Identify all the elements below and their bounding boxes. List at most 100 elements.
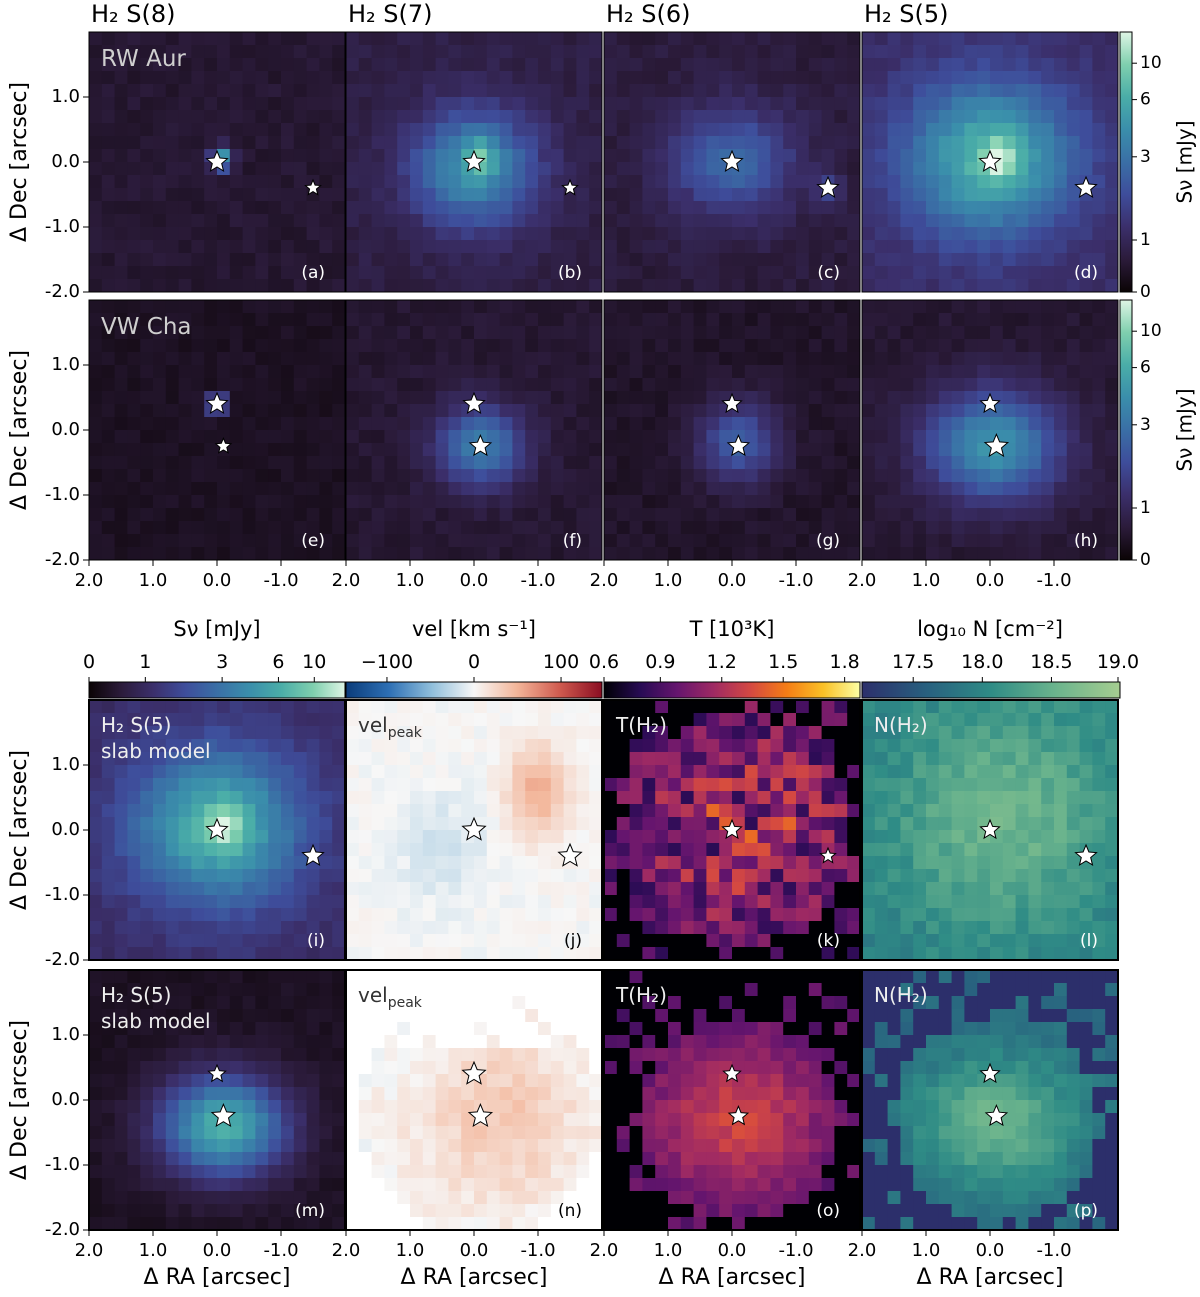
source-star-marker bbox=[304, 178, 322, 196]
heatmap-cell bbox=[371, 547, 385, 561]
heatmap-cell bbox=[926, 404, 940, 418]
heatmap-cell bbox=[732, 32, 746, 46]
heatmap-cell bbox=[1041, 32, 1055, 46]
heatmap-cell bbox=[268, 1035, 282, 1049]
heatmap-cell bbox=[474, 495, 488, 509]
heatmap-cell bbox=[435, 726, 449, 740]
heatmap-cell bbox=[255, 947, 269, 961]
heatmap-cell bbox=[217, 175, 231, 189]
heatmap-cell bbox=[642, 227, 656, 241]
heatmap-cell bbox=[1028, 508, 1042, 522]
heatmap-cell bbox=[204, 947, 218, 961]
heatmap-cell bbox=[770, 378, 784, 392]
heatmap-cell bbox=[770, 214, 784, 228]
heatmap-cell bbox=[358, 547, 372, 561]
heatmap-cell bbox=[461, 534, 475, 548]
heatmap-cell bbox=[1028, 175, 1042, 189]
heatmap-cell bbox=[680, 110, 694, 124]
heatmap-cell bbox=[461, 352, 475, 366]
heatmap-cell bbox=[306, 240, 320, 254]
heatmap-cell bbox=[435, 417, 449, 431]
heatmap-cell bbox=[847, 804, 861, 818]
heatmap-cell bbox=[153, 843, 167, 857]
heatmap-cell bbox=[165, 856, 179, 870]
heatmap-cell bbox=[990, 778, 1004, 792]
heatmap-cell bbox=[770, 778, 784, 792]
heatmap-cell bbox=[165, 1035, 179, 1049]
heatmap-cell bbox=[422, 430, 436, 444]
heatmap-cell bbox=[255, 149, 269, 163]
heatmap-cell bbox=[629, 391, 643, 405]
heatmap-cell bbox=[165, 97, 179, 111]
heatmap-cell bbox=[642, 469, 656, 483]
heatmap-cell bbox=[964, 456, 978, 470]
heatmap-cell bbox=[655, 279, 669, 293]
heatmap-cell bbox=[319, 227, 333, 241]
heatmap-cell bbox=[951, 188, 965, 202]
heatmap-cell bbox=[512, 227, 526, 241]
heatmap-cell bbox=[642, 84, 656, 98]
heatmap-cell bbox=[242, 110, 256, 124]
heatmap-cell bbox=[862, 739, 876, 753]
heatmap-cell bbox=[887, 921, 901, 935]
heatmap-cell bbox=[951, 266, 965, 280]
heatmap-cell bbox=[642, 430, 656, 444]
heatmap-cell bbox=[732, 778, 746, 792]
heatmap-cell bbox=[358, 804, 372, 818]
heatmap-cell bbox=[1028, 882, 1042, 896]
heatmap-cell bbox=[990, 752, 1004, 766]
heatmap-cell bbox=[926, 97, 940, 111]
heatmap-cell bbox=[114, 804, 128, 818]
heatmap-cell bbox=[938, 739, 952, 753]
heatmap-cell bbox=[874, 469, 888, 483]
heatmap-cell bbox=[862, 313, 876, 327]
heatmap-cell bbox=[977, 856, 991, 870]
heatmap-cell bbox=[165, 700, 179, 714]
heatmap-cell bbox=[642, 71, 656, 85]
heatmap-cell bbox=[744, 443, 758, 457]
heatmap-cell bbox=[319, 765, 333, 779]
heatmap-cell bbox=[268, 123, 282, 137]
heatmap-cell bbox=[757, 84, 771, 98]
heatmap-cell bbox=[538, 378, 552, 392]
heatmap-cell bbox=[926, 45, 940, 59]
heatmap-cell bbox=[114, 97, 128, 111]
heatmap-cell bbox=[346, 326, 360, 340]
heatmap-cell bbox=[101, 804, 115, 818]
heatmap-cell bbox=[178, 313, 192, 327]
heatmap-cell bbox=[191, 162, 205, 176]
heatmap-cell bbox=[319, 97, 333, 111]
heatmap-cell bbox=[1015, 253, 1029, 267]
heatmap-cell bbox=[1015, 404, 1029, 418]
heatmap-cell bbox=[384, 843, 398, 857]
heatmap-cell bbox=[474, 45, 488, 59]
heatmap-cell bbox=[744, 482, 758, 496]
heatmap-cell bbox=[306, 123, 320, 137]
heatmap-cell bbox=[550, 45, 564, 59]
heatmap-cell bbox=[178, 934, 192, 948]
heatmap-cell bbox=[655, 456, 669, 470]
heatmap-cell bbox=[538, 726, 552, 740]
heatmap-cell bbox=[847, 352, 861, 366]
heatmap-cell bbox=[589, 201, 603, 215]
heatmap-cell bbox=[293, 443, 307, 457]
heatmap-cell bbox=[204, 521, 218, 535]
heatmap-cell bbox=[668, 713, 682, 727]
heatmap-cell bbox=[538, 313, 552, 327]
heatmap-cell bbox=[371, 443, 385, 457]
heatmap-cell bbox=[474, 765, 488, 779]
heatmap-cell bbox=[346, 365, 360, 379]
heatmap-cell bbox=[616, 817, 630, 831]
heatmap-cell bbox=[589, 430, 603, 444]
heatmap-cell bbox=[538, 266, 552, 280]
heatmap-cell bbox=[964, 352, 978, 366]
heatmap-cell bbox=[293, 934, 307, 948]
heatmap-cell bbox=[332, 804, 346, 818]
heatmap-cell bbox=[319, 856, 333, 870]
heatmap-cell bbox=[217, 752, 231, 766]
heatmap-cell bbox=[821, 240, 835, 254]
heatmap-cell bbox=[951, 456, 965, 470]
heatmap-cell bbox=[680, 804, 694, 818]
heatmap-cell bbox=[358, 58, 372, 72]
heatmap-cell bbox=[1054, 97, 1068, 111]
